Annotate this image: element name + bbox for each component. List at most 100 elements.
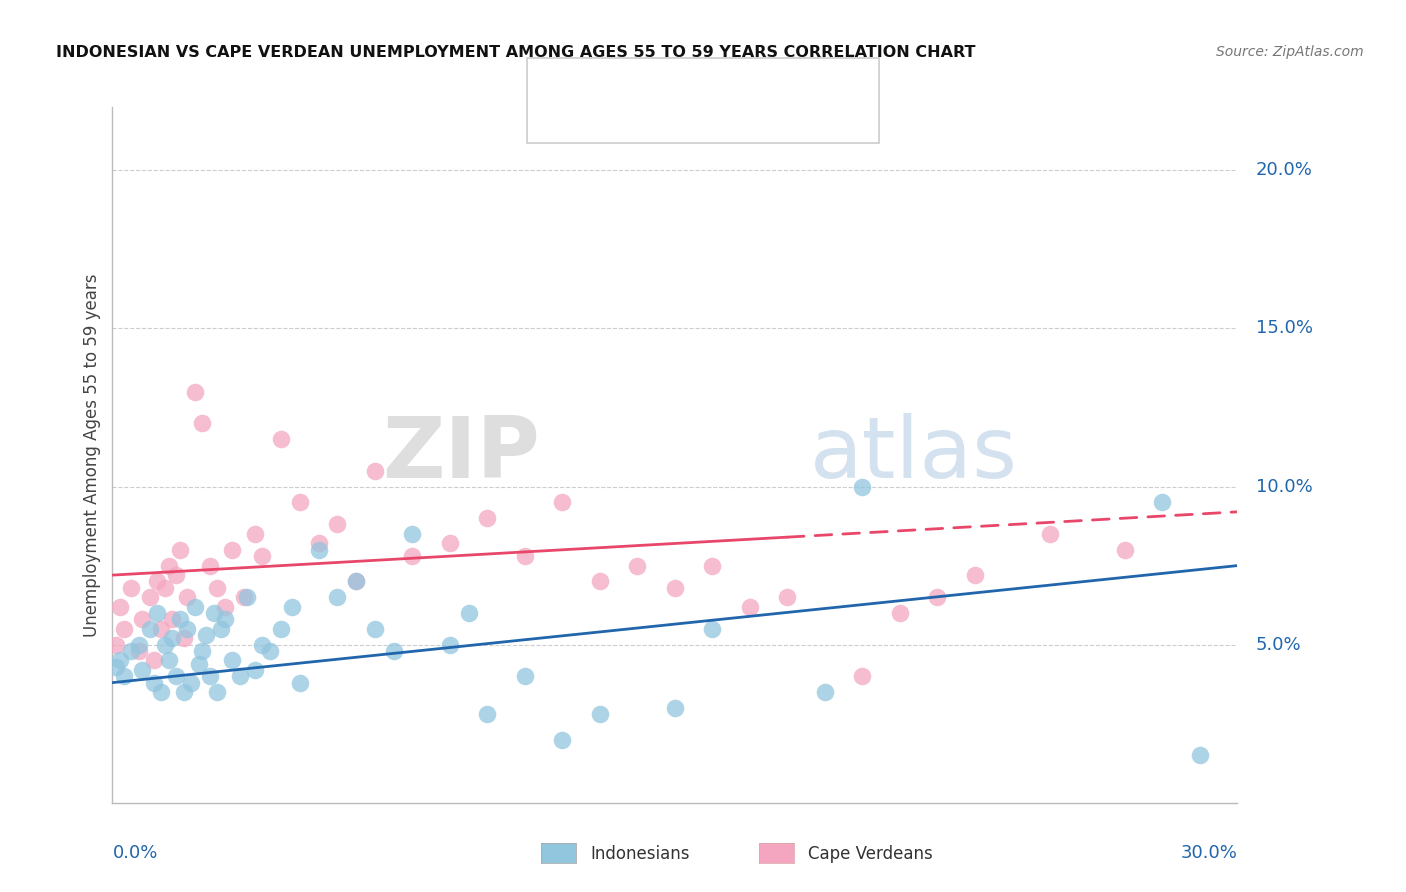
Text: N =: N = [710, 109, 749, 127]
Point [851, 479, 873, 493]
Point [963, 568, 986, 582]
Text: Cape Verdeans: Cape Verdeans [808, 845, 934, 863]
Point [344, 574, 367, 589]
Point [173, 632, 195, 646]
Point [344, 574, 367, 589]
Point [131, 612, 153, 626]
Point [776, 591, 799, 605]
Point [281, 599, 304, 614]
Point [288, 495, 311, 509]
Point [169, 542, 191, 557]
Point [457, 606, 479, 620]
Point [439, 638, 461, 652]
Point [252, 549, 274, 563]
Point [139, 622, 162, 636]
Point [243, 527, 266, 541]
Point [184, 599, 207, 614]
Point [236, 591, 259, 605]
Point [229, 669, 252, 683]
Point [112, 669, 135, 683]
Text: Indonesians: Indonesians [591, 845, 690, 863]
Point [477, 511, 499, 525]
Point [187, 657, 209, 671]
Point [142, 675, 165, 690]
Point [191, 644, 214, 658]
Text: 0.0%: 0.0% [112, 844, 157, 862]
Point [207, 581, 229, 595]
Point [626, 558, 648, 573]
Point [105, 660, 128, 674]
Text: N =: N = [710, 72, 749, 90]
Point [1039, 527, 1062, 541]
Point [364, 464, 387, 478]
Point [120, 581, 142, 595]
Text: 54: 54 [751, 72, 775, 90]
Point [146, 606, 169, 620]
Point [112, 622, 135, 636]
Point [513, 549, 536, 563]
Text: R =: R = [585, 72, 624, 90]
Point [308, 536, 330, 550]
Point [157, 653, 180, 667]
Y-axis label: Unemployment Among Ages 55 to 59 years: Unemployment Among Ages 55 to 59 years [83, 273, 101, 637]
Text: ZIP: ZIP [382, 413, 540, 497]
Point [214, 599, 236, 614]
Point [180, 675, 202, 690]
Point [232, 591, 254, 605]
Point [308, 542, 330, 557]
Point [162, 612, 184, 626]
Text: 5.0%: 5.0% [1256, 636, 1302, 654]
Point [198, 669, 221, 683]
Point [162, 632, 184, 646]
Point [108, 599, 131, 614]
Text: 0.184: 0.184 [626, 72, 682, 90]
Point [1152, 495, 1174, 509]
Text: 10.0%: 10.0% [1256, 477, 1313, 496]
Point [165, 669, 187, 683]
Point [139, 591, 162, 605]
Point [176, 591, 198, 605]
Point [207, 685, 229, 699]
Point [150, 622, 173, 636]
Point [153, 581, 176, 595]
Point [439, 536, 461, 550]
Point [326, 517, 349, 532]
Point [202, 606, 225, 620]
Point [513, 669, 536, 683]
Point [153, 638, 176, 652]
Text: 0.094: 0.094 [626, 109, 682, 127]
Point [259, 644, 281, 658]
Point [142, 653, 165, 667]
Point [702, 558, 724, 573]
Point [927, 591, 949, 605]
Point [326, 591, 349, 605]
Point [221, 653, 243, 667]
Point [176, 622, 198, 636]
Point [589, 574, 612, 589]
Point [551, 732, 574, 747]
Point [209, 622, 232, 636]
Point [191, 417, 214, 431]
FancyBboxPatch shape [534, 67, 582, 95]
Text: INDONESIAN VS CAPE VERDEAN UNEMPLOYMENT AMONG AGES 55 TO 59 YEARS CORRELATION CH: INDONESIAN VS CAPE VERDEAN UNEMPLOYMENT … [56, 45, 976, 60]
Point [252, 638, 274, 652]
Point [214, 612, 236, 626]
Point [184, 384, 207, 399]
Point [150, 685, 173, 699]
Point [131, 663, 153, 677]
Point [165, 568, 187, 582]
Point [664, 581, 686, 595]
Point [664, 701, 686, 715]
Text: atlas: atlas [810, 413, 1018, 497]
Point [270, 622, 292, 636]
Point [157, 558, 180, 573]
Text: 49: 49 [751, 109, 775, 127]
Text: Source: ZipAtlas.com: Source: ZipAtlas.com [1216, 45, 1364, 59]
Point [1188, 748, 1211, 763]
Point [195, 628, 218, 642]
Point [108, 653, 131, 667]
Point [169, 612, 191, 626]
Point [851, 669, 873, 683]
Point [173, 685, 195, 699]
Text: 20.0%: 20.0% [1256, 161, 1313, 179]
